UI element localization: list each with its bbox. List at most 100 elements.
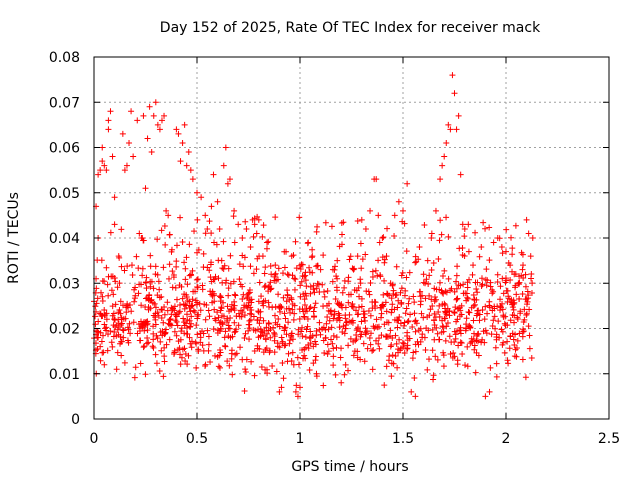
data-point xyxy=(473,285,480,292)
data-point xyxy=(309,246,316,253)
data-point xyxy=(507,317,514,324)
data-point xyxy=(291,286,298,293)
data-point xyxy=(454,263,461,270)
data-point xyxy=(118,352,125,359)
data-point xyxy=(102,311,109,318)
data-point xyxy=(187,308,194,315)
data-point xyxy=(299,261,306,268)
data-point xyxy=(435,309,442,316)
data-point xyxy=(145,339,152,346)
data-point xyxy=(362,251,369,258)
data-point xyxy=(354,348,361,355)
data-point xyxy=(187,167,194,174)
data-point xyxy=(355,324,362,331)
data-point xyxy=(422,347,429,354)
data-point xyxy=(475,352,482,359)
data-point xyxy=(198,194,205,201)
data-point xyxy=(272,303,279,310)
data-point xyxy=(156,286,163,293)
data-point xyxy=(158,117,165,124)
data-point xyxy=(129,272,136,279)
data-point xyxy=(503,277,510,284)
data-point xyxy=(454,295,461,302)
data-point xyxy=(470,302,477,309)
data-point xyxy=(193,322,200,329)
data-point xyxy=(487,279,494,286)
data-point xyxy=(139,265,146,272)
data-point xyxy=(319,281,326,288)
data-point xyxy=(150,323,157,330)
data-point xyxy=(97,329,104,336)
data-point xyxy=(301,301,308,308)
data-point xyxy=(408,388,415,395)
data-point xyxy=(418,292,425,299)
data-point xyxy=(104,281,111,288)
data-point xyxy=(158,227,165,234)
data-point xyxy=(171,303,178,310)
x-tick-labels: 0 0.5 1 1.5 2 2.5 xyxy=(90,431,621,447)
data-point xyxy=(228,350,235,357)
data-point xyxy=(333,344,340,351)
data-point xyxy=(207,274,214,281)
data-point xyxy=(435,255,442,262)
data-point xyxy=(412,317,419,324)
data-point xyxy=(464,363,471,370)
data-point xyxy=(342,315,349,322)
data-point xyxy=(237,344,244,351)
data-point xyxy=(216,352,223,359)
data-point xyxy=(254,317,261,324)
data-point xyxy=(307,304,314,311)
data-point xyxy=(111,316,118,323)
data-point xyxy=(182,276,189,283)
data-point xyxy=(317,266,324,273)
data-point xyxy=(214,327,221,334)
data-point xyxy=(302,355,309,362)
data-point xyxy=(453,126,460,133)
data-point xyxy=(330,362,337,369)
data-point xyxy=(168,248,175,255)
data-point xyxy=(160,373,167,380)
data-point xyxy=(164,299,171,306)
data-point xyxy=(324,350,331,357)
data-point xyxy=(504,338,511,345)
data-point xyxy=(293,265,300,272)
data-point xyxy=(138,302,145,309)
data-point xyxy=(204,327,211,334)
data-point xyxy=(322,219,329,226)
data-point xyxy=(233,313,240,320)
data-point xyxy=(481,316,488,323)
data-point xyxy=(299,333,306,340)
data-point xyxy=(281,310,288,317)
data-point xyxy=(381,277,388,284)
data-point xyxy=(179,295,186,302)
data-point xyxy=(239,252,246,259)
data-point xyxy=(352,337,359,344)
data-point xyxy=(436,336,443,343)
data-point xyxy=(329,266,336,273)
data-point xyxy=(124,337,131,344)
data-point xyxy=(160,264,167,271)
data-point xyxy=(399,269,406,276)
data-point xyxy=(118,263,125,270)
data-point xyxy=(332,296,339,303)
data-point xyxy=(231,291,238,298)
data-point xyxy=(461,225,468,232)
data-point xyxy=(436,313,443,320)
data-point xyxy=(173,263,180,270)
data-point xyxy=(399,339,406,346)
data-point xyxy=(107,229,114,236)
data-point xyxy=(194,216,201,223)
data-point xyxy=(162,329,169,336)
data-point xyxy=(120,334,127,341)
data-point xyxy=(522,374,529,381)
data-point xyxy=(422,280,429,287)
data-point xyxy=(397,320,404,327)
data-point xyxy=(271,312,278,319)
data-point xyxy=(347,253,354,260)
data-point xyxy=(369,366,376,373)
data-point xyxy=(339,231,346,238)
data-point xyxy=(490,317,497,324)
data-point xyxy=(294,354,301,361)
data-point xyxy=(114,326,121,333)
data-point xyxy=(465,221,472,228)
